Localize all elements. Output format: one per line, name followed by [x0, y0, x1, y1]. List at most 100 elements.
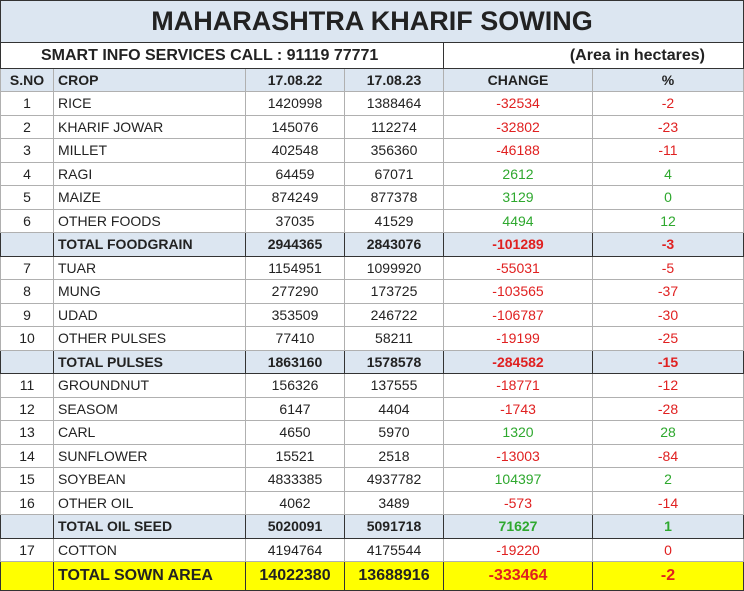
table-row: 6 OTHER FOODS 37035 41529 4494 12 [0, 208, 744, 233]
serial-number: 16 [0, 490, 54, 515]
area-2023: 173725 [344, 279, 444, 304]
area-2022: 4062 [245, 490, 345, 515]
change: -19199 [443, 326, 593, 351]
crop-name: UDAD [53, 302, 246, 327]
serial-number: 15 [0, 467, 54, 492]
change: -1743 [443, 396, 593, 421]
crop-name: TOTAL FOODGRAIN [53, 232, 246, 257]
percent-change: -11 [592, 138, 744, 163]
crop-name: OTHER OIL [53, 490, 246, 515]
change: -32802 [443, 114, 593, 139]
unit: (Area in hectares) [443, 42, 744, 69]
column-header: 17.08.22 [245, 68, 345, 92]
area-2022: 1154951 [245, 255, 345, 280]
percent-change: -84 [592, 443, 744, 468]
area-2023: 1578578 [344, 349, 444, 374]
serial-number [0, 514, 54, 539]
serial-number: 17 [0, 537, 54, 562]
column-header: S.NO [0, 68, 54, 92]
table-row: 2 KHARIF JOWAR 145076 112274 -32802 -23 [0, 114, 744, 139]
percent-change: 28 [592, 420, 744, 445]
serial-number: 13 [0, 420, 54, 445]
percent-change: -30 [592, 302, 744, 327]
area-2023: 41529 [344, 208, 444, 233]
table-row: TOTAL OIL SEED 5020091 5091718 71627 1 [0, 514, 744, 539]
crop-name: RICE [53, 91, 246, 116]
percent-change: 2 [592, 467, 744, 492]
area-2022: 4194764 [245, 537, 345, 562]
change: -284582 [443, 349, 593, 374]
change: -101289 [443, 232, 593, 257]
serial-number: 1 [0, 91, 54, 116]
percent-change: -2 [592, 91, 744, 116]
serial-number: 7 [0, 255, 54, 280]
crop-name: TOTAL OIL SEED [53, 514, 246, 539]
percent-change: 4 [592, 161, 744, 186]
crop-name: OTHER PULSES [53, 326, 246, 351]
percent-change: -23 [592, 114, 744, 139]
area-2023: 4404 [344, 396, 444, 421]
table-row: 13 CARL 4650 5970 1320 28 [0, 420, 744, 445]
change: 2612 [443, 161, 593, 186]
column-header: CROP [53, 68, 246, 92]
serial-number [0, 561, 54, 591]
area-2023: 13688916 [344, 561, 444, 591]
serial-number: 8 [0, 279, 54, 304]
change: 1320 [443, 420, 593, 445]
table-row: 9 UDAD 353509 246722 -106787 -30 [0, 302, 744, 327]
change: 71627 [443, 514, 593, 539]
percent-change: 1 [592, 514, 744, 539]
area-2022: 874249 [245, 185, 345, 210]
change: -333464 [443, 561, 593, 591]
crop-name: OTHER FOODS [53, 208, 246, 233]
area-2023: 3489 [344, 490, 444, 515]
area-2022: 353509 [245, 302, 345, 327]
serial-number: 4 [0, 161, 54, 186]
serial-number: 11 [0, 373, 54, 398]
column-header: CHANGE [443, 68, 593, 92]
crop-name: MUNG [53, 279, 246, 304]
change: -106787 [443, 302, 593, 327]
area-2022: 156326 [245, 373, 345, 398]
table-row: 3 MILLET 402548 356360 -46188 -11 [0, 138, 744, 163]
change: -19220 [443, 537, 593, 562]
serial-number: 3 [0, 138, 54, 163]
area-2023: 5091718 [344, 514, 444, 539]
area-2023: 2518 [344, 443, 444, 468]
percent-change: 12 [592, 208, 744, 233]
table-row: 1 RICE 1420998 1388464 -32534 -2 [0, 91, 744, 116]
crop-name: COTTON [53, 537, 246, 562]
area-2022: 5020091 [245, 514, 345, 539]
percent-change: -14 [592, 490, 744, 515]
title: MAHARASHTRA KHARIF SOWING [0, 0, 744, 43]
area-2022: 402548 [245, 138, 345, 163]
serial-number [0, 232, 54, 257]
area-2023: 58211 [344, 326, 444, 351]
table-row: 12 SEASOM 6147 4404 -1743 -28 [0, 396, 744, 421]
crop-name: SUNFLOWER [53, 443, 246, 468]
crop-name: SEASOM [53, 396, 246, 421]
crop-name: TUAR [53, 255, 246, 280]
percent-change: -15 [592, 349, 744, 374]
area-2022: 2944365 [245, 232, 345, 257]
crop-name: KHARIF JOWAR [53, 114, 246, 139]
serial-number: 10 [0, 326, 54, 351]
percent-change: -5 [592, 255, 744, 280]
column-header: 17.08.23 [344, 68, 444, 92]
crop-name: TOTAL PULSES [53, 349, 246, 374]
serial-number: 9 [0, 302, 54, 327]
info: SMART INFO SERVICES CALL : 91119 77771 [0, 42, 444, 69]
change: 4494 [443, 208, 593, 233]
percent-change: -2 [592, 561, 744, 591]
area-2023: 356360 [344, 138, 444, 163]
serial-number: 14 [0, 443, 54, 468]
table-row: 8 MUNG 277290 173725 -103565 -37 [0, 279, 744, 304]
change: -55031 [443, 255, 593, 280]
change: -32534 [443, 91, 593, 116]
percent-change: -3 [592, 232, 744, 257]
table-row: 14 SUNFLOWER 15521 2518 -13003 -84 [0, 443, 744, 468]
percent-change: -25 [592, 326, 744, 351]
percent-change: -37 [592, 279, 744, 304]
area-2022: 4833385 [245, 467, 345, 492]
